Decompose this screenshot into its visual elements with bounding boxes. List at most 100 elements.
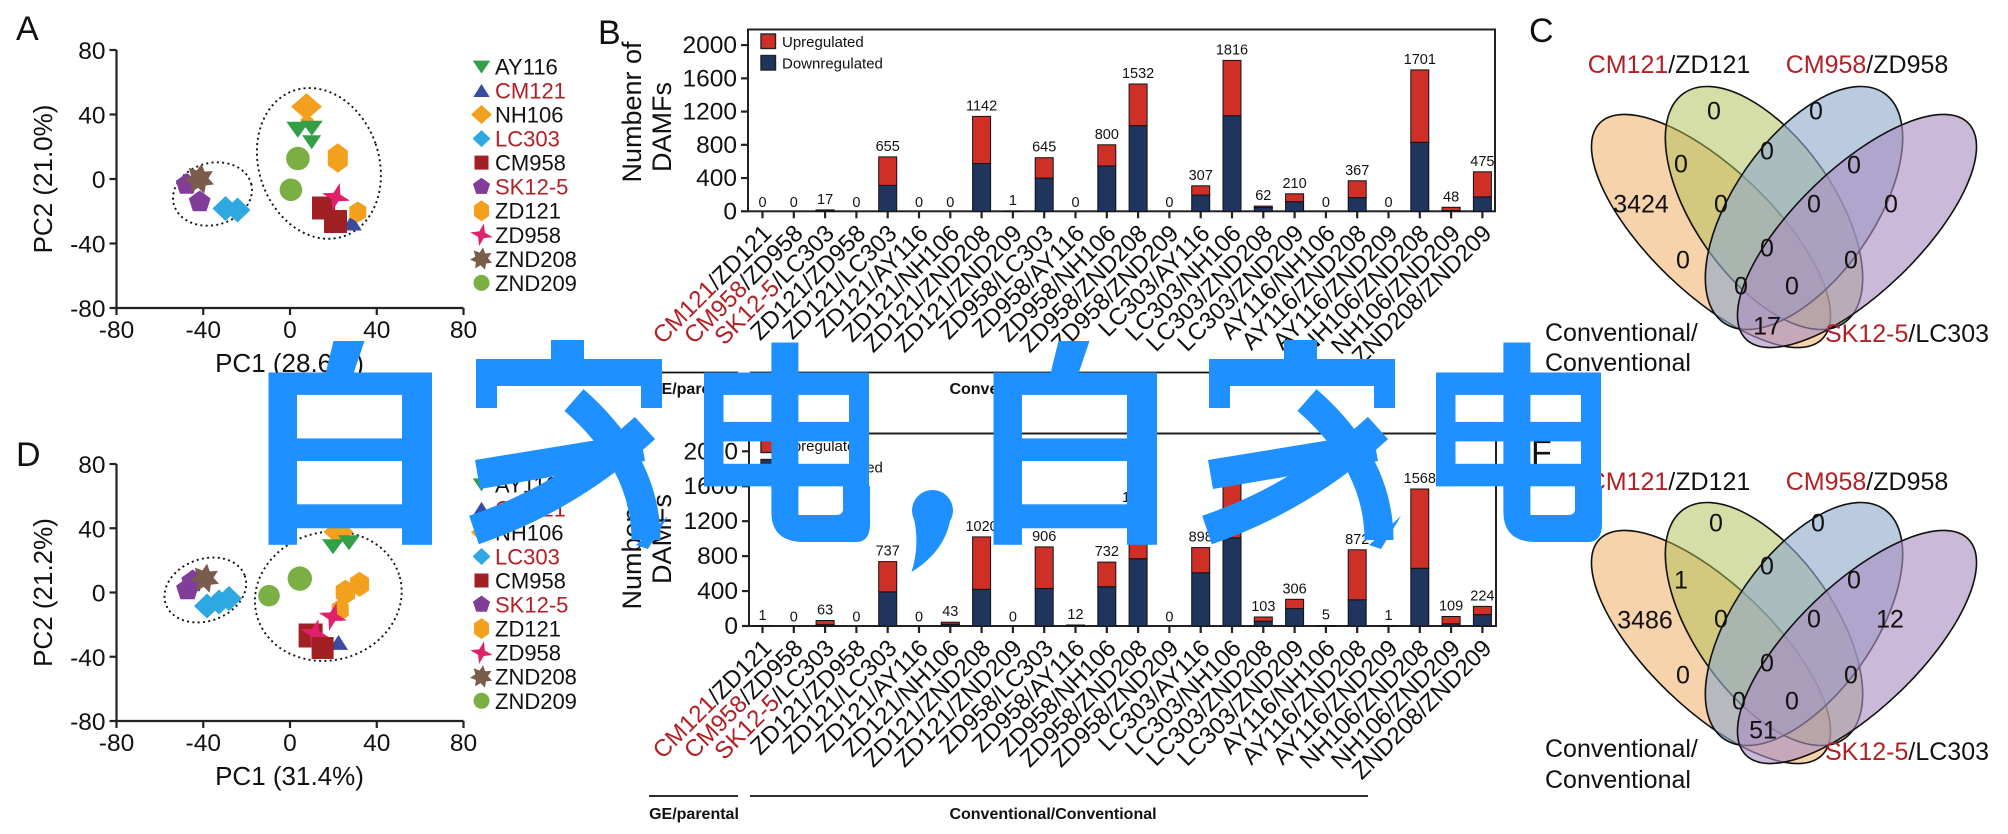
svg-text:645: 645 xyxy=(1032,140,1056,156)
svg-text:0: 0 xyxy=(1884,191,1898,219)
svg-text:Conventional/Conventional: Conventional/Conventional xyxy=(949,806,1156,823)
svg-text:655: 655 xyxy=(876,139,900,155)
svg-text:DAMFs: DAMFs xyxy=(647,82,677,172)
svg-text:-80: -80 xyxy=(99,730,134,757)
svg-text:400: 400 xyxy=(696,165,737,192)
svg-text:CM121/ZD121: CM121/ZD121 xyxy=(1588,468,1751,496)
svg-text:0: 0 xyxy=(1760,235,1774,263)
svg-text:898: 898 xyxy=(1189,530,1213,546)
svg-text:63: 63 xyxy=(817,602,833,618)
svg-text:0: 0 xyxy=(283,317,297,344)
svg-text:0: 0 xyxy=(790,195,798,211)
svg-text:1816: 1816 xyxy=(1216,42,1248,58)
svg-text:F: F xyxy=(1531,434,1552,472)
svg-text:Downregulated: Downregulated xyxy=(782,56,883,73)
svg-text:PC2 (21.2%): PC2 (21.2%) xyxy=(28,518,58,667)
svg-text:0: 0 xyxy=(1734,273,1748,301)
svg-text:0: 0 xyxy=(92,167,106,194)
svg-text:3424: 3424 xyxy=(1613,191,1669,219)
svg-text:17: 17 xyxy=(1753,313,1781,341)
svg-text:0: 0 xyxy=(1785,273,1799,301)
svg-text:1: 1 xyxy=(1009,193,1017,209)
svg-text:NH106: NH106 xyxy=(495,103,563,128)
svg-text:0: 0 xyxy=(1322,195,1330,211)
svg-text:0: 0 xyxy=(758,195,766,211)
svg-text:0: 0 xyxy=(790,610,798,626)
svg-text:1: 1 xyxy=(758,608,766,624)
svg-text:1: 1 xyxy=(1384,608,1392,624)
svg-text:210: 210 xyxy=(1282,176,1306,192)
svg-text:0: 0 xyxy=(1844,662,1858,690)
svg-text:ZND208: ZND208 xyxy=(495,665,577,690)
svg-text:80: 80 xyxy=(78,452,105,479)
svg-text:0: 0 xyxy=(852,610,860,626)
svg-text:0: 0 xyxy=(1676,662,1690,690)
svg-text:Conventional: Conventional xyxy=(1545,349,1691,377)
svg-text:0: 0 xyxy=(92,581,106,608)
svg-text:0: 0 xyxy=(852,195,860,211)
svg-text:C: C xyxy=(1529,12,1554,50)
svg-text:0: 0 xyxy=(1732,688,1746,716)
svg-text:0: 0 xyxy=(1709,510,1723,538)
svg-text:400: 400 xyxy=(697,578,738,605)
svg-text:0: 0 xyxy=(1674,151,1688,179)
svg-text:0: 0 xyxy=(1760,650,1774,678)
svg-text:5: 5 xyxy=(1322,608,1330,624)
svg-text:0: 0 xyxy=(1847,567,1861,595)
svg-text:CM958/ZD958: CM958/ZD958 xyxy=(1786,468,1949,496)
svg-text:B: B xyxy=(598,14,621,52)
svg-text:ZD121: ZD121 xyxy=(495,199,561,224)
svg-text:0: 0 xyxy=(1844,247,1858,275)
svg-text:-40: -40 xyxy=(186,730,221,757)
svg-text:-40: -40 xyxy=(70,232,105,259)
svg-text:307: 307 xyxy=(1189,168,1213,184)
svg-text:CM958: CM958 xyxy=(495,151,566,176)
svg-text:0: 0 xyxy=(1847,152,1861,180)
svg-text:0: 0 xyxy=(915,610,923,626)
svg-text:0: 0 xyxy=(1714,606,1728,634)
svg-text:737: 737 xyxy=(876,544,900,560)
svg-text:0: 0 xyxy=(1714,191,1728,219)
svg-text:906: 906 xyxy=(1032,529,1056,545)
svg-text:-40: -40 xyxy=(70,645,105,672)
svg-text:1568: 1568 xyxy=(1404,471,1436,487)
svg-text:Conventional/: Conventional/ xyxy=(1545,735,1698,763)
svg-text:A: A xyxy=(16,10,39,48)
svg-text:0: 0 xyxy=(1760,553,1774,581)
svg-text:AY116: AY116 xyxy=(495,54,558,79)
svg-text:Upregulated: Upregulated xyxy=(782,34,864,51)
svg-text:3486: 3486 xyxy=(1617,607,1673,635)
svg-text:LC303: LC303 xyxy=(495,544,560,569)
svg-text:SK12-5: SK12-5 xyxy=(495,175,568,200)
svg-text:0: 0 xyxy=(723,198,737,225)
svg-text:1600: 1600 xyxy=(682,65,737,92)
svg-text:PC1 (31.4%): PC1 (31.4%) xyxy=(215,761,364,791)
svg-text:ZND208: ZND208 xyxy=(495,247,577,272)
svg-text:17: 17 xyxy=(817,192,833,208)
svg-text:Conventional/: Conventional/ xyxy=(1545,319,1698,347)
svg-text:CM121: CM121 xyxy=(495,78,566,103)
svg-text:1532: 1532 xyxy=(1122,66,1154,82)
svg-text:40: 40 xyxy=(78,516,105,543)
svg-text:1200: 1200 xyxy=(683,508,738,535)
svg-text:SK12-5/LC303: SK12-5/LC303 xyxy=(1825,738,1989,766)
svg-text:ZD958: ZD958 xyxy=(495,641,561,666)
svg-text:1701: 1701 xyxy=(1404,52,1436,68)
svg-text:D: D xyxy=(16,436,41,474)
svg-text:-40: -40 xyxy=(186,317,221,344)
svg-text:0: 0 xyxy=(1071,195,1079,211)
svg-text:0: 0 xyxy=(1165,195,1173,211)
svg-text:224: 224 xyxy=(1470,588,1494,604)
svg-text:40: 40 xyxy=(363,730,390,757)
svg-text:0: 0 xyxy=(1676,247,1690,275)
svg-text:51: 51 xyxy=(1749,717,1777,745)
svg-text:0: 0 xyxy=(1165,610,1173,626)
svg-text:ZND209: ZND209 xyxy=(495,689,577,714)
svg-text:CM958/ZD958: CM958/ZD958 xyxy=(1786,51,1949,79)
svg-text:GE/parental: GE/parental xyxy=(649,806,739,823)
svg-text:80: 80 xyxy=(450,730,477,757)
svg-text:732: 732 xyxy=(1095,544,1119,560)
svg-text:80: 80 xyxy=(450,317,477,344)
svg-text:CM958: CM958 xyxy=(495,569,566,594)
svg-text:-80: -80 xyxy=(70,709,105,736)
